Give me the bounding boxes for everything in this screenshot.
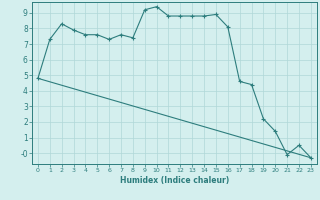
X-axis label: Humidex (Indice chaleur): Humidex (Indice chaleur) — [120, 176, 229, 185]
